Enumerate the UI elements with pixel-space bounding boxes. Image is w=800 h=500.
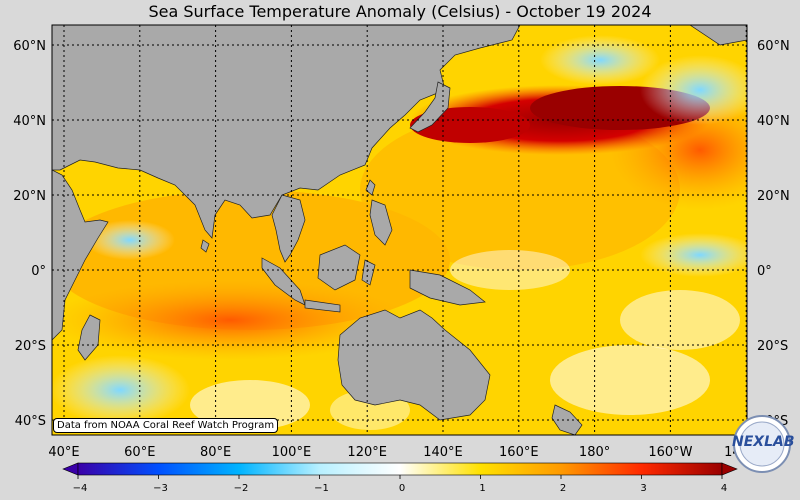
lat-label-right: 0° [757,264,772,279]
anomaly-field [52,25,747,435]
colorbar-tick-label: 2 [560,483,566,494]
lon-label: 140°E [423,445,463,460]
lon-label: 160°W [648,445,692,460]
colorbar-tick-label: 4 [721,483,727,494]
colorbar-high-extend [721,462,738,476]
lat-label-left: 40°S [15,414,46,429]
lat-label-right: 60°N [757,39,790,54]
lat-label-left: 40°N [13,114,46,129]
lat-label-left: 20°N [13,189,46,204]
lon-label: 80°E [200,445,231,460]
lat-label-right: 40°N [757,114,790,129]
colorbar-tick-label: −4 [73,483,88,494]
lat-labels-left: 60°N 40°N 20°N 0° 20°S 40°S [13,39,46,429]
lon-labels: 40°E 60°E 80°E 100°E 120°E 140°E 160°E 180° 160°… [48,445,768,460]
lat-labels-right: 60°N40°N20°N0°20°S40°S [757,39,790,429]
lon-label: 40°E [48,445,79,460]
data-credit: Data from NOAA Coral Reef Watch Program [53,418,279,433]
colorbar-low-extend [62,462,79,476]
lon-label: 60°E [124,445,155,460]
colorbar-tick-label: 1 [479,483,485,494]
colorbar-bar [77,462,723,476]
lat-label-right: 20°N [757,189,790,204]
lon-label: 120°E [347,445,387,460]
map-frame [51,24,748,436]
lon-label: 100°E [272,445,312,460]
colorbar-tick-label: −1 [314,483,329,494]
colorbar-tick-label: 0 [399,483,405,494]
lat-label-left: 60°N [13,39,46,54]
map-title: Sea Surface Temperature Anomaly (Celsius… [148,2,652,21]
lat-label-left: 20°S [15,339,46,354]
colorbar-tick-label: −2 [234,483,249,494]
lon-label: 160°E [499,445,539,460]
colorbar-tick-label: −3 [153,483,168,494]
lon-label: 180° [579,445,610,460]
lat-label-right: 20°S [757,339,788,354]
nexlab-logo: NEXLAB [732,414,795,474]
land-masses [52,25,747,435]
lat-label-left: 0° [31,264,46,279]
colorbar-tick-label: 3 [640,483,646,494]
colorbar: −4 −3 −2 −1 0 1 2 3 4 [62,462,738,494]
